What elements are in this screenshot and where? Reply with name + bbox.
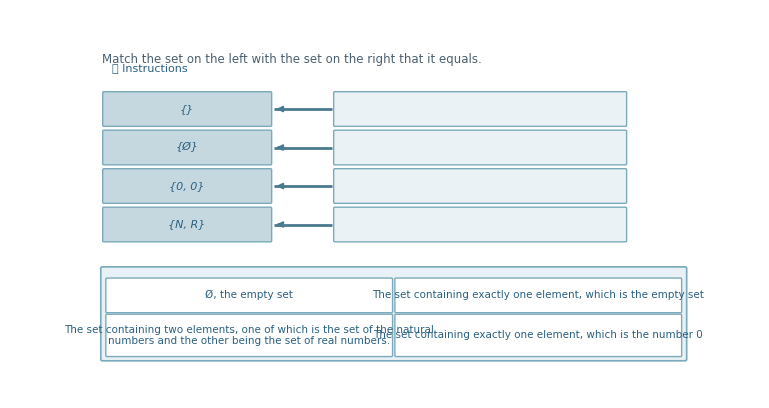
FancyBboxPatch shape: [334, 207, 627, 242]
FancyBboxPatch shape: [395, 278, 681, 313]
FancyBboxPatch shape: [334, 92, 627, 126]
Text: {}: {}: [180, 104, 195, 114]
Text: ⓘ Instructions: ⓘ Instructions: [112, 63, 187, 73]
FancyBboxPatch shape: [101, 267, 687, 361]
Text: {Ø}: {Ø}: [175, 142, 198, 153]
FancyBboxPatch shape: [334, 169, 627, 203]
Text: Ø, the empty set: Ø, the empty set: [205, 290, 293, 300]
FancyBboxPatch shape: [395, 314, 681, 357]
Text: Match the set on the left with the set on the right that it equals.: Match the set on the left with the set o…: [102, 53, 482, 66]
FancyBboxPatch shape: [103, 92, 271, 126]
FancyBboxPatch shape: [334, 130, 627, 165]
Text: The set containing two elements, one of which is the set of the natural
numbers : The set containing two elements, one of …: [65, 325, 434, 346]
FancyBboxPatch shape: [106, 314, 392, 357]
Text: The set containing exactly one element, which is the empty set: The set containing exactly one element, …: [372, 290, 704, 300]
FancyBboxPatch shape: [103, 207, 271, 242]
Text: {0, 0}: {0, 0}: [169, 181, 205, 191]
FancyBboxPatch shape: [103, 169, 271, 203]
FancyBboxPatch shape: [103, 130, 271, 165]
Text: {N, R}: {N, R}: [168, 220, 206, 230]
Text: The set containing exactly one element, which is the number 0: The set containing exactly one element, …: [374, 330, 703, 340]
FancyBboxPatch shape: [106, 278, 392, 313]
